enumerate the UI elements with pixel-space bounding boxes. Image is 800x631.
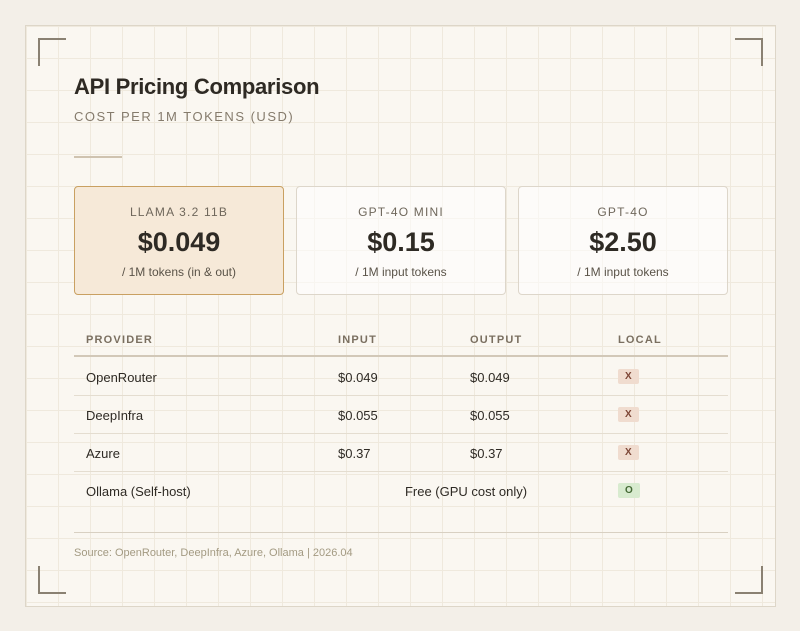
corner xyxy=(735,38,763,66)
corner xyxy=(38,566,66,594)
cell: $0.055 xyxy=(470,408,510,423)
corner xyxy=(735,566,763,594)
cell: Azure xyxy=(86,446,120,461)
column-header: OUTPUT xyxy=(470,334,523,346)
cell: Ollama (Self-host) xyxy=(86,484,191,499)
cell: $0.049 xyxy=(470,370,510,385)
cell: $0.055 xyxy=(338,408,378,423)
row-rule xyxy=(74,433,728,434)
footer-rule xyxy=(74,532,728,533)
cell: DeepInfra xyxy=(86,408,144,423)
column-header: LOCAL xyxy=(618,334,662,346)
subtitle: COST PER 1M TOKENS (USD) xyxy=(74,109,295,124)
corner xyxy=(38,38,66,66)
cell: Free (GPU cost only) xyxy=(404,484,528,499)
card-price: $0.15 xyxy=(367,227,435,257)
header-rule xyxy=(74,355,728,357)
column-header: INPUT xyxy=(338,334,377,346)
card-price: $0.049 xyxy=(137,227,221,257)
panel: API Pricing Comparison COST PER 1M TOKEN… xyxy=(25,25,776,607)
price-card: GPT-4O $2.50 / 1M input tokens xyxy=(518,186,728,295)
card-note: / 1M input tokens xyxy=(577,265,669,279)
price-card: LLAMA 3.2 11B $0.049 / 1M tokens (in & o… xyxy=(74,186,284,295)
card-label: GPT-4O xyxy=(597,205,649,219)
cell: $0.049 xyxy=(338,370,378,385)
cell: $0.37 xyxy=(470,446,503,461)
divider xyxy=(74,156,122,158)
price-card: GPT-4O MINI $0.15 / 1M input tokens xyxy=(296,186,506,295)
badge: O xyxy=(618,483,640,498)
card-note: / 1M input tokens xyxy=(355,265,447,279)
card-note: / 1M tokens (in & out) xyxy=(121,265,237,279)
cell: $0.37 xyxy=(338,446,371,461)
card-label: LLAMA 3.2 11B xyxy=(129,205,229,219)
badge: X xyxy=(618,407,639,422)
row-rule xyxy=(74,471,728,472)
row-rule xyxy=(74,395,728,396)
column-header: PROVIDER xyxy=(86,334,154,346)
badge: X xyxy=(618,445,639,460)
title: API Pricing Comparison xyxy=(74,74,320,99)
cell: OpenRouter xyxy=(86,370,157,385)
badge: X xyxy=(618,369,639,384)
card-price: $2.50 xyxy=(589,227,657,257)
source-note: Source: OpenRouter, DeepInfra, Azure, Ol… xyxy=(74,547,353,559)
card-label: GPT-4O MINI xyxy=(358,205,444,219)
